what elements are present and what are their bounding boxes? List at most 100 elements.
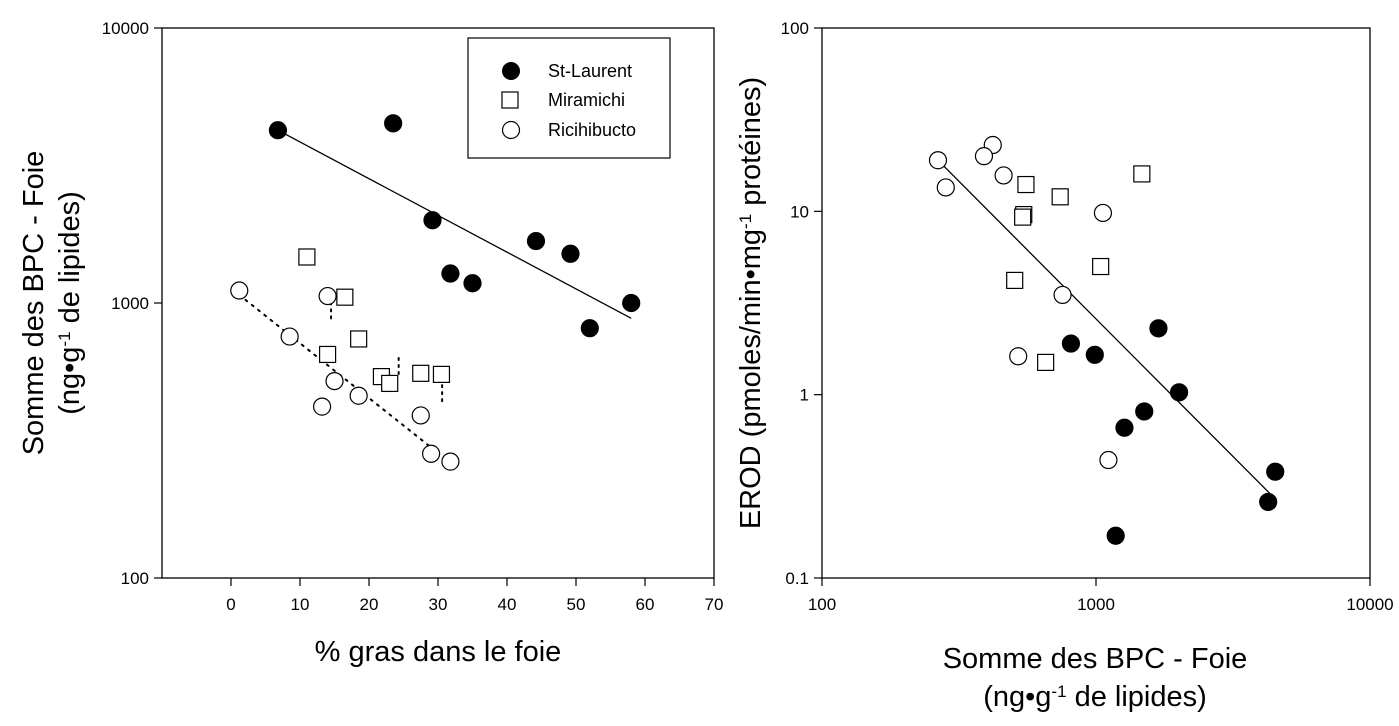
right-x-axis-title-line2: (ng•g-1 de lipides)	[983, 681, 1207, 713]
left-point-ricihibucto	[422, 444, 441, 463]
left-y-tick-label: 100	[121, 569, 149, 588]
right-point-st-laurent	[1259, 492, 1278, 512]
right-point-st-laurent	[1106, 526, 1125, 545]
left-point-st-laurent	[268, 121, 288, 140]
left-data-points	[230, 114, 641, 471]
right-data-points	[928, 135, 1285, 545]
left-y-axis-title-line2: (ng•g-1 de lipides)	[54, 191, 86, 415]
left-point-ricihibucto	[312, 397, 332, 416]
right-point-ricihibucto	[928, 151, 948, 170]
right-y-tick-label: 100	[781, 19, 809, 38]
right-point-ricihibucto	[974, 147, 994, 166]
right-point-st-laurent	[1061, 334, 1081, 353]
left-point-st-laurent	[423, 211, 442, 230]
left-x-tick-label: 40	[498, 595, 517, 614]
left-point-ricihibucto	[325, 371, 344, 391]
right-point-st-laurent	[1266, 462, 1285, 481]
right-point-miramichi	[1133, 165, 1151, 183]
left-regression-line-ricihibucto	[238, 293, 439, 454]
left-point-ricihibucto	[280, 327, 299, 346]
left-y-axis-title-unit-pre: (ng•g	[54, 347, 86, 415]
right-x-axis-title-unit-pre: (ng•g	[983, 681, 1051, 713]
right-plot-frame	[821, 27, 1371, 579]
left-regression-line-st-laurent	[277, 129, 632, 319]
legend-label-miramichi: Miramichi	[548, 90, 625, 110]
right-point-st-laurent	[1169, 383, 1189, 402]
left-point-miramichi	[336, 288, 354, 306]
right-y-axis-title: EROD (pmoles/min•mg-1 protéines)	[735, 77, 767, 529]
left-point-st-laurent	[580, 319, 599, 338]
left-legend: St-Laurent Miramichi Ricihibucto	[467, 37, 671, 159]
right-chart: 0.1 1 10 100 100 1000 10000 Somme des BPC - F…	[735, 19, 1394, 713]
right-point-ricihibucto	[994, 166, 1013, 185]
right-y-tick-label: 1	[800, 386, 809, 405]
left-y-ticks: 100 1000 10000	[102, 19, 162, 588]
left-point-miramichi	[298, 248, 316, 266]
right-y-ticks: 0.1 1 10 100	[781, 19, 822, 588]
right-point-ricihibucto	[1053, 285, 1072, 305]
legend-label-st-laurent: St-Laurent	[548, 61, 632, 81]
left-point-ricihibucto	[318, 286, 337, 306]
right-point-miramichi	[1037, 353, 1055, 371]
left-point-ricihibucto	[349, 386, 368, 405]
right-x-tick-label: 100	[808, 595, 836, 614]
right-y-axis-title-sup: -1	[736, 214, 755, 229]
right-point-miramichi	[1017, 175, 1035, 194]
legend-marker-st-laurent	[502, 62, 520, 80]
left-y-tick-label: 1000	[111, 294, 149, 313]
right-x-tick-label: 1000	[1077, 595, 1115, 614]
right-point-ricihibucto	[1009, 347, 1028, 366]
left-point-miramichi	[381, 374, 399, 393]
right-regression-line-all	[937, 159, 1271, 494]
right-point-ricihibucto	[1093, 203, 1113, 223]
left-y-tick-label: 10000	[102, 19, 149, 38]
left-point-miramichi	[412, 364, 430, 382]
right-point-miramichi	[1006, 271, 1024, 290]
right-regression-lines	[937, 159, 1271, 494]
left-x-tick-label: 20	[360, 595, 379, 614]
left-regression-lines	[238, 129, 632, 454]
left-point-ricihibucto	[411, 406, 430, 425]
left-y-axis-title-unit-sup: -1	[55, 331, 74, 346]
legend-label-ricihibucto: Ricihibucto	[548, 120, 636, 140]
left-y-axis-title-unit-post: de lipides)	[54, 191, 86, 331]
right-point-miramichi	[1051, 188, 1069, 206]
right-point-st-laurent	[1135, 402, 1154, 421]
left-x-ticks: 0 10 20 30 40 50 60 70	[226, 578, 723, 614]
left-point-miramichi	[350, 330, 368, 348]
left-x-tick-label: 30	[429, 595, 448, 614]
legend-marker-miramichi	[501, 91, 519, 109]
left-point-ricihibucto	[230, 281, 249, 300]
left-x-tick-label: 70	[705, 595, 724, 614]
right-x-axis-title-line1: Somme des BPC - Foie	[943, 643, 1248, 675]
right-y-axis-title-pre: EROD (pmoles/min•mg	[735, 229, 767, 529]
left-point-st-laurent	[622, 293, 641, 313]
left-x-tick-label: 10	[291, 595, 310, 614]
right-x-tick-label: 10000	[1346, 595, 1393, 614]
right-point-st-laurent	[1085, 345, 1104, 364]
right-x-axis-title-unit-sup: -1	[1051, 682, 1066, 701]
left-point-st-laurent	[384, 114, 403, 133]
left-x-tick-label: 0	[226, 595, 235, 614]
right-y-tick-label: 10	[790, 202, 809, 221]
left-point-st-laurent	[561, 244, 580, 263]
left-chart: 100 1000 10000 0 10 20 30 40 50 60 70 St-Laurent …	[18, 19, 723, 668]
right-y-tick-label: 0.1	[785, 569, 809, 588]
left-point-st-laurent	[441, 264, 460, 283]
left-point-st-laurent	[526, 231, 546, 251]
right-point-ricihibucto	[936, 178, 955, 197]
left-x-tick-label: 50	[567, 595, 586, 614]
right-point-miramichi	[1014, 208, 1032, 226]
left-extra-marks	[330, 301, 444, 403]
right-x-ticks: 100 1000 10000	[808, 578, 1394, 614]
right-point-st-laurent	[1149, 319, 1168, 338]
right-point-miramichi	[1092, 257, 1110, 276]
left-point-miramichi	[319, 345, 337, 364]
left-point-ricihibucto	[441, 452, 460, 471]
right-x-axis-title-unit-post: de lipides)	[1067, 681, 1207, 713]
right-y-axis-title-post: protéines)	[735, 77, 767, 214]
left-x-tick-label: 60	[636, 595, 655, 614]
left-point-miramichi	[432, 365, 451, 384]
